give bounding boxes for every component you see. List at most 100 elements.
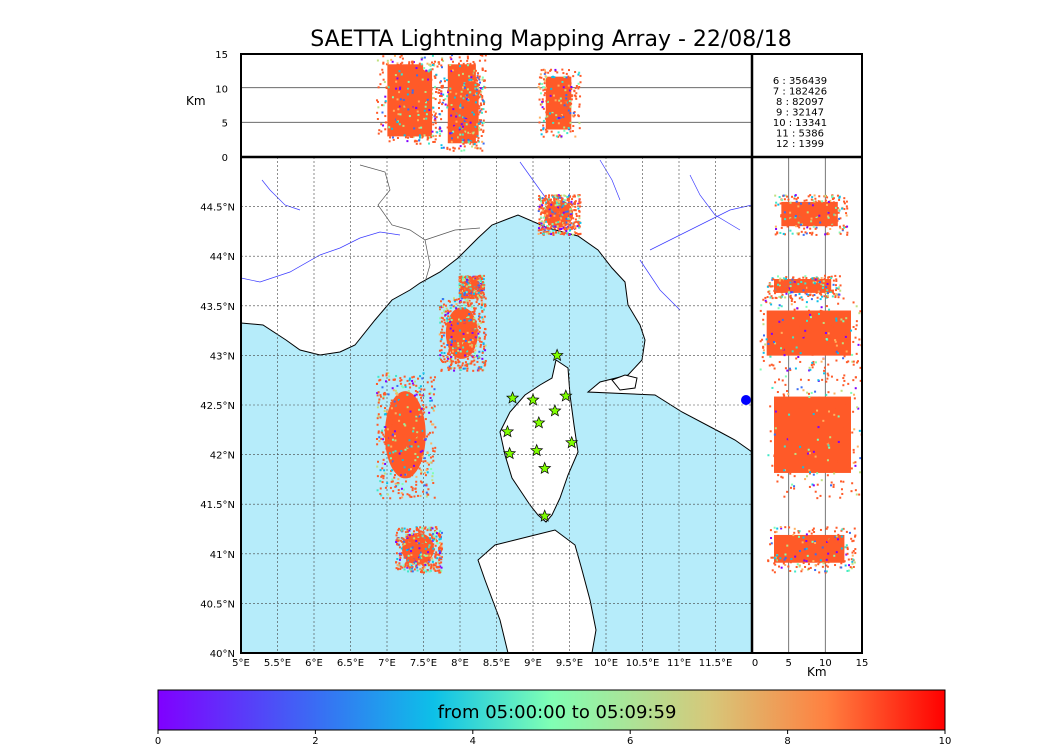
- lightning-point: [444, 360, 447, 363]
- lightning-point: [416, 456, 419, 459]
- side-point: [819, 298, 822, 301]
- lightning-point: [566, 210, 569, 213]
- lightning-point: [456, 354, 459, 357]
- top-point: [466, 59, 469, 62]
- side-point: [809, 194, 812, 197]
- side-point: [773, 526, 776, 529]
- side-point: [826, 215, 829, 218]
- top-point: [428, 136, 431, 139]
- lightning-point: [472, 292, 475, 295]
- top-point: [478, 83, 481, 86]
- top-point: [568, 89, 571, 92]
- top-point: [469, 93, 472, 96]
- top-point: [427, 95, 430, 98]
- lightning-point: [446, 356, 449, 359]
- lightning-point: [568, 233, 571, 236]
- lightning-point: [408, 377, 411, 380]
- top-point: [396, 114, 399, 117]
- lightning-point: [415, 564, 418, 567]
- top-point: [577, 87, 580, 90]
- side-point: [834, 284, 837, 287]
- side-point: [832, 536, 835, 539]
- top-point: [473, 69, 476, 72]
- lightning-point: [478, 320, 481, 323]
- lightning-point: [453, 299, 456, 302]
- lightning-point: [468, 300, 471, 303]
- side-point: [822, 357, 825, 360]
- lightning-point: [558, 202, 561, 205]
- side-point: [825, 338, 828, 341]
- side-point: [769, 405, 772, 408]
- top-point: [419, 121, 422, 124]
- lightning-point: [396, 441, 399, 444]
- side-point: [789, 281, 792, 284]
- lightning-point: [388, 417, 391, 420]
- side-point: [789, 211, 792, 214]
- lightning-point: [566, 232, 569, 235]
- lightning-point: [425, 469, 428, 472]
- top-point: [446, 104, 449, 107]
- lightning-point: [555, 198, 558, 201]
- lightning-point: [440, 369, 443, 372]
- lightning-point: [550, 203, 553, 206]
- lightning-point: [567, 227, 570, 230]
- lightning-point: [578, 200, 581, 203]
- top-point: [439, 81, 442, 84]
- side-point: [820, 479, 823, 482]
- lightning-point: [439, 321, 442, 324]
- lightning-point: [578, 210, 581, 213]
- top-point: [579, 81, 582, 84]
- map-xtick-label: 11°E: [667, 658, 691, 669]
- top-point: [467, 140, 470, 143]
- lightning-point: [419, 535, 422, 538]
- lightning-point: [480, 278, 483, 281]
- side-point: [838, 275, 841, 278]
- lightning-point: [557, 215, 560, 218]
- top-point: [477, 122, 480, 125]
- side-point: [774, 381, 777, 384]
- top-point: [563, 101, 566, 104]
- top-point: [407, 123, 410, 126]
- lightning-point: [434, 426, 437, 429]
- lightning-point: [409, 495, 412, 498]
- side-point: [808, 395, 811, 398]
- side-point: [803, 548, 806, 551]
- top-point: [546, 88, 549, 91]
- top-point: [398, 72, 401, 75]
- top-point: [413, 120, 416, 123]
- top-point: [411, 62, 414, 65]
- top-point: [459, 109, 462, 112]
- side-point: [812, 417, 815, 420]
- lightning-point: [407, 565, 410, 568]
- side-point: [804, 565, 807, 568]
- top-point: [400, 93, 403, 96]
- map-panel: 5°E 5.5°E 6°E 6.5°E 7°E 7.5°E 8°E 8.5°E 9°E 9.5°E…: [200, 157, 752, 669]
- top-point: [544, 71, 547, 74]
- side-point: [805, 547, 808, 550]
- lightning-point: [475, 276, 478, 279]
- lightning-point: [555, 231, 558, 234]
- lightning-point: [436, 542, 439, 545]
- side-point: [811, 366, 814, 369]
- side-point: [857, 407, 860, 410]
- lightning-point: [467, 277, 470, 280]
- side-point: [825, 291, 828, 294]
- lightning-point: [480, 306, 483, 309]
- side-point: [834, 339, 837, 342]
- lightning-point: [414, 440, 417, 443]
- lightning-point: [405, 536, 408, 539]
- top-point: [482, 142, 485, 145]
- side-point: [774, 559, 777, 562]
- side-point: [776, 275, 779, 278]
- top-point: [461, 76, 464, 79]
- top-point: [438, 62, 441, 65]
- lightning-point: [439, 317, 442, 320]
- lightning-point: [462, 367, 465, 370]
- side-point: [821, 378, 824, 381]
- lightning-point: [404, 424, 407, 427]
- side-point: [785, 219, 788, 222]
- lightning-point: [562, 200, 565, 203]
- top-point: [566, 132, 569, 135]
- side-point: [780, 347, 783, 350]
- top-point: [543, 72, 546, 75]
